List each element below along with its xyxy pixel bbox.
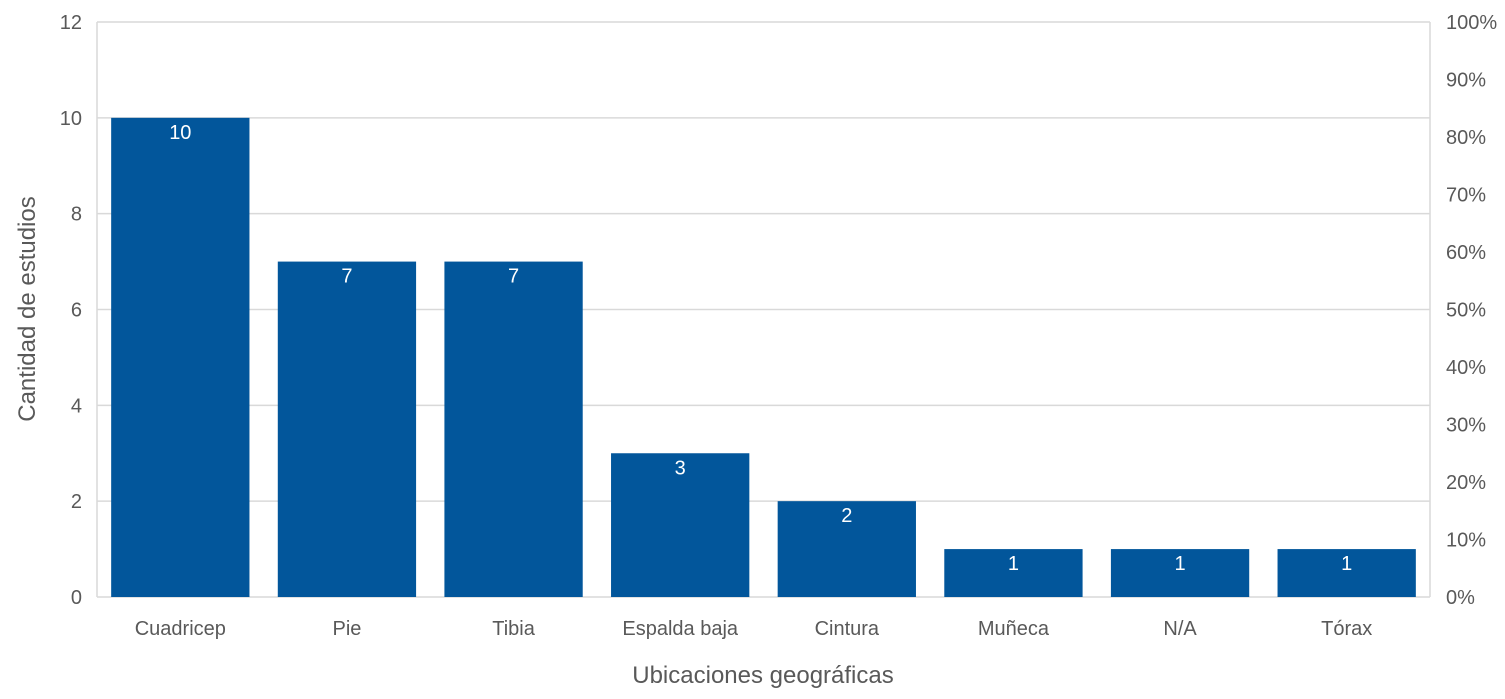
y2-tick-label: 20% xyxy=(1446,472,1486,494)
y2-tick-label: 0% xyxy=(1446,587,1475,609)
bar xyxy=(1277,549,1416,597)
bar-value-label: 7 xyxy=(508,266,519,288)
x-tick-label: N/A xyxy=(1163,618,1197,640)
x-axis-ticks: Cuadricep Pie Tibia Espalda baja Cintura Muñe… xyxy=(135,618,1373,640)
bar-value-label: 1 xyxy=(1175,553,1186,575)
bar xyxy=(944,549,1083,597)
bar-value-label: 1 xyxy=(1008,553,1019,575)
y-tick-label: 4 xyxy=(71,395,82,417)
y2-tick-label: 80% xyxy=(1446,127,1486,149)
y-tick-label: 12 xyxy=(60,12,82,34)
y2-tick-label: 40% xyxy=(1446,357,1486,379)
y2-tick-label: 10% xyxy=(1446,530,1486,552)
y-axis-title: Cantidad de estudios xyxy=(14,196,41,422)
data-labels: 10 7 7 3 2 1 1 1 xyxy=(169,122,1352,575)
secondary-y-axis-ticks: 0% 10% 20% 30% 40% 50% 60% 70% 80% 90% 100% xyxy=(1446,12,1497,609)
y-axis-ticks: 0 2 4 6 8 10 12 xyxy=(60,12,82,609)
y2-tick-label: 70% xyxy=(1446,185,1486,207)
y2-tick-label: 100% xyxy=(1446,12,1497,34)
bar xyxy=(1110,549,1250,597)
bar xyxy=(777,501,916,597)
y2-tick-label: 30% xyxy=(1446,415,1486,437)
x-axis-title: Ubicaciones geográficas xyxy=(632,662,893,689)
bar xyxy=(277,261,417,597)
y-tick-label: 8 xyxy=(71,204,82,226)
x-tick-label: Espalda baja xyxy=(622,618,739,640)
x-tick-label: Cuadricep xyxy=(135,618,226,640)
x-tick-label: Tibia xyxy=(492,618,535,640)
y-tick-label: 0 xyxy=(71,587,82,609)
x-tick-label: Cintura xyxy=(815,618,880,640)
y-tick-label: 6 xyxy=(71,300,82,322)
bar xyxy=(611,453,750,597)
bar xyxy=(111,117,250,597)
bars xyxy=(111,117,1416,597)
x-tick-label: Tórax xyxy=(1321,618,1372,640)
bar-value-label: 3 xyxy=(675,457,686,479)
bar-value-label: 10 xyxy=(169,122,191,144)
bar-value-label: 2 xyxy=(841,505,852,527)
x-tick-label: Muñeca xyxy=(978,618,1050,640)
x-tick-label: Pie xyxy=(332,618,361,640)
y2-tick-label: 50% xyxy=(1446,300,1486,322)
bar-value-label: 1 xyxy=(1341,553,1352,575)
bar-value-label: 7 xyxy=(341,266,352,288)
y-tick-label: 2 xyxy=(71,491,82,513)
y2-tick-label: 90% xyxy=(1446,70,1486,92)
bar xyxy=(444,261,583,597)
y-tick-label: 10 xyxy=(60,108,82,130)
y2-tick-label: 60% xyxy=(1446,242,1486,264)
